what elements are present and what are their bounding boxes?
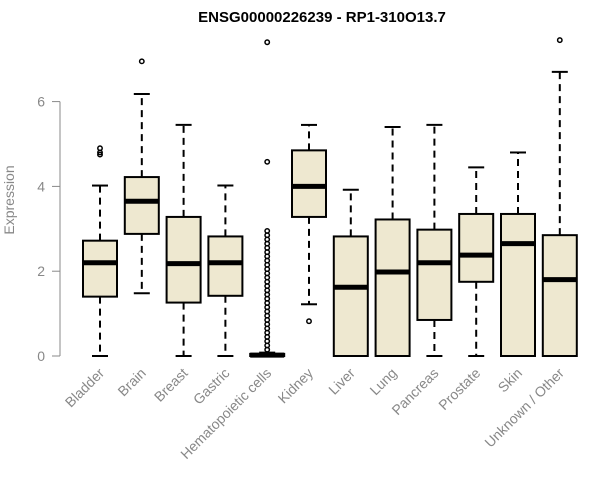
outlier-point (556, 37, 563, 44)
box-skin (500, 151, 536, 357)
outlier-point (264, 39, 271, 46)
y-tick-label: 2 (37, 263, 45, 279)
x-tick-label: Liver (325, 365, 358, 398)
x-tick-label: Lung (366, 365, 399, 398)
x-tick-label: Skin (495, 365, 526, 396)
x-tick-label: Brain (114, 365, 148, 399)
chart-title: ENSG00000226239 - RP1-310O13.7 (198, 9, 446, 26)
box-iqr (374, 218, 411, 357)
x-tick-label: Prostate (435, 365, 483, 413)
x-tick-label: Kidney (275, 365, 317, 407)
box-unknown-other (541, 37, 578, 357)
boxes-group (82, 37, 578, 358)
box-bladder (82, 145, 118, 357)
y-tick-label: 6 (37, 94, 45, 110)
outlier-point (138, 58, 145, 65)
box-iqr (165, 215, 202, 304)
box-hematopoietic-cells (249, 39, 286, 358)
x-tick-label: Unknown / Other (481, 365, 567, 451)
x-tick-label: Bladder (62, 365, 108, 411)
outlier-point (306, 318, 312, 325)
x-tick-label: Breast (151, 365, 191, 405)
box-iqr (458, 212, 495, 283)
box-iqr (123, 176, 160, 235)
box-iqr (291, 149, 327, 218)
outlier-point (264, 227, 271, 234)
box-iqr (82, 239, 118, 298)
box-iqr (541, 234, 578, 357)
box-kidney (291, 123, 327, 325)
y-axis-label: Expression (1, 165, 17, 234)
box-brain (123, 58, 160, 295)
y-tick-label: 4 (37, 178, 45, 194)
box-breast (165, 123, 202, 357)
box-lung (374, 126, 411, 357)
box-pancreas (416, 123, 453, 357)
y-axis: 0 2 4 6 (37, 94, 61, 364)
box-prostate (458, 166, 495, 357)
y-tick-label: 0 (37, 348, 45, 364)
outlier-point (97, 151, 103, 158)
outlier-point (264, 158, 271, 165)
box-iqr (500, 212, 536, 357)
box-iqr (207, 235, 244, 297)
box-iqr (416, 228, 453, 321)
outlier-point (97, 145, 103, 152)
box-iqr (332, 235, 369, 358)
box-gastric (207, 184, 244, 357)
box-liver (332, 188, 369, 358)
